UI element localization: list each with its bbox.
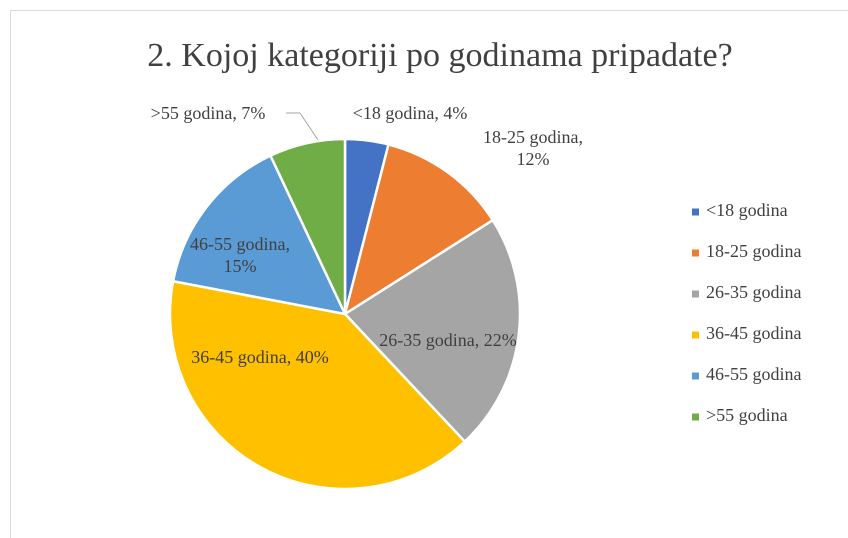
data-label: >55 godina, 7% (150, 103, 266, 123)
legend-label: >55 godina (706, 405, 788, 425)
legend-label: 18-25 godina (706, 241, 801, 261)
legend-label: 26-35 godina (706, 282, 801, 302)
data-label: 26-35 godina, 22% (379, 330, 517, 350)
legend-label: 46-55 godina (706, 364, 801, 384)
pie-slice (268, 137, 347, 315)
leader-line (299, 112, 319, 141)
legend-label: 36-45 godina (706, 323, 801, 343)
data-label: 46-55 godina, 15% (190, 234, 290, 276)
pie-slice (343, 142, 495, 317)
chart-border (10, 10, 848, 538)
chart-title: 2. Kojoj kategoriji po godinama pripadat… (147, 37, 732, 74)
pie-slice (171, 153, 348, 316)
data-label: <18 godina, 4% (352, 103, 468, 123)
data-label: 18-25 godina, 12% (483, 127, 583, 169)
legend-label: <18 godina (706, 200, 788, 220)
pie-slice (343, 218, 522, 444)
legend-marker (692, 249, 699, 257)
legend-marker (692, 372, 699, 380)
legend-marker (692, 331, 699, 339)
data-label: 36-45 godina, 40% (191, 347, 329, 367)
legend-marker (692, 208, 699, 216)
pie-slice (168, 279, 467, 491)
legend-marker (692, 413, 699, 421)
legend-marker (692, 290, 699, 298)
